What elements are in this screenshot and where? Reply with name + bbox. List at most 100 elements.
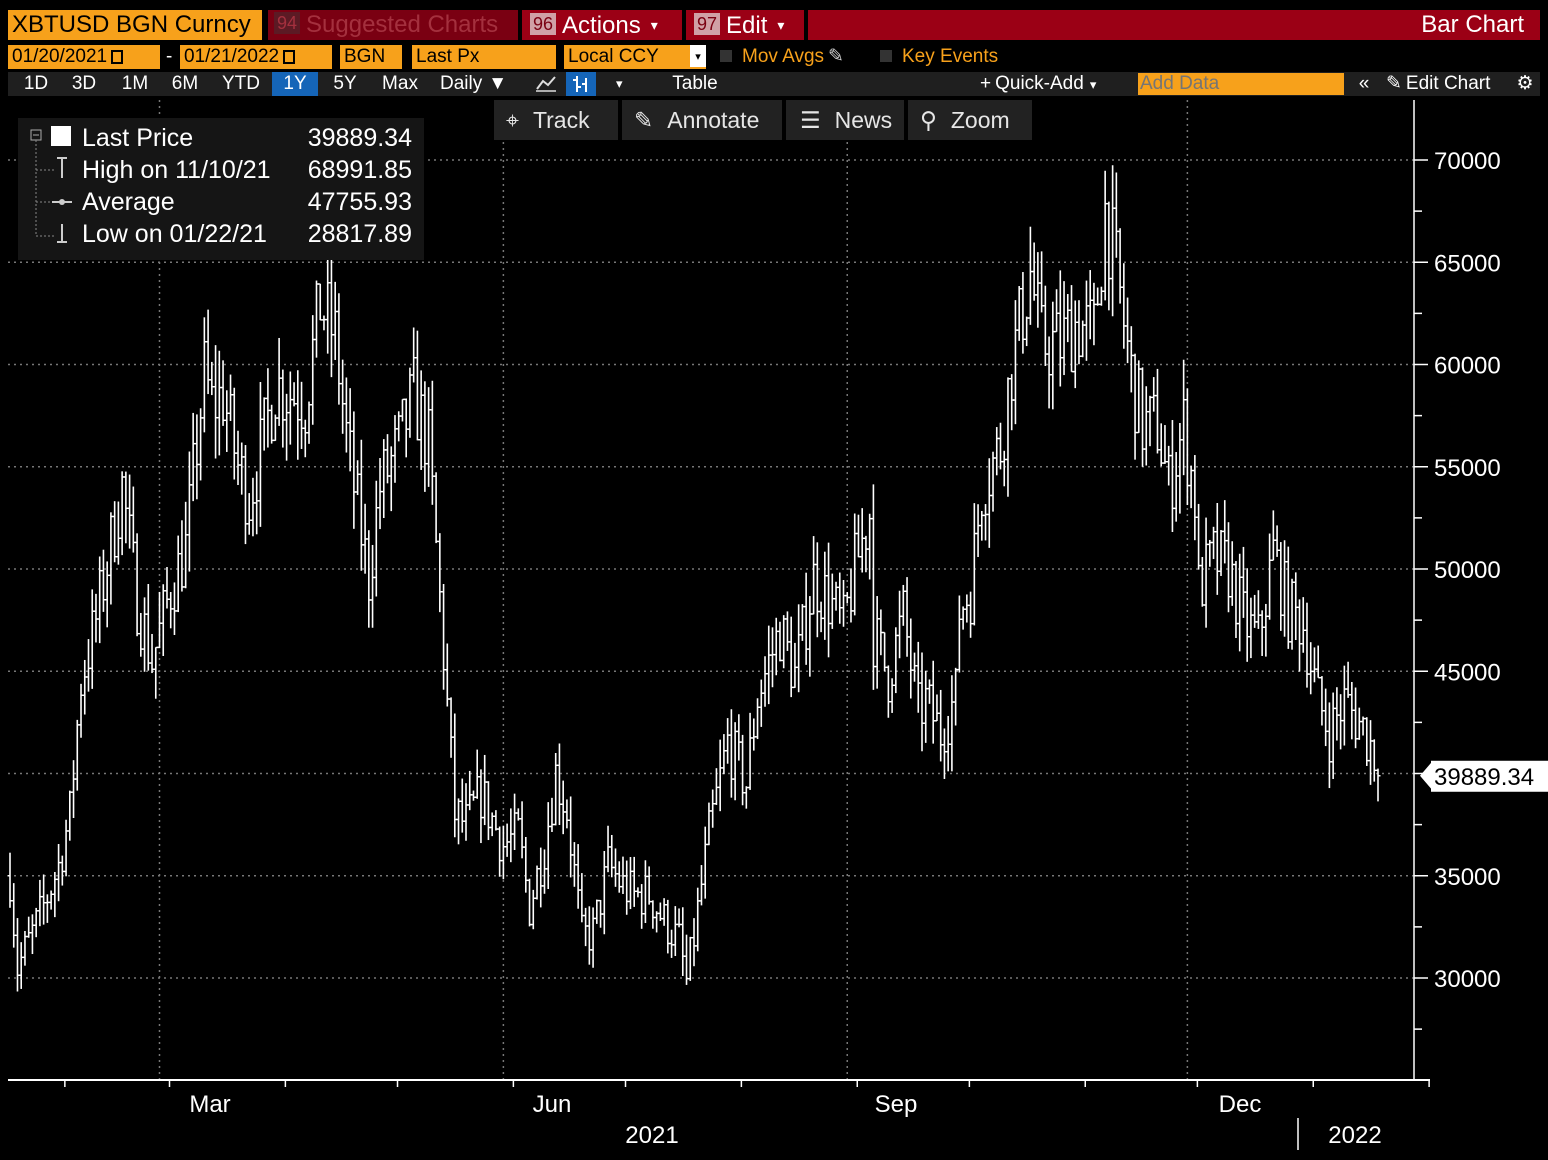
price-bar [953, 667, 959, 726]
period-tab-1y[interactable]: 1Y [272, 72, 318, 96]
zoom-button[interactable]: ⚲ Zoom [908, 100, 1032, 140]
period-tab-1m[interactable]: 1M [121, 73, 149, 94]
price-bar [209, 361, 215, 396]
price-bar [631, 856, 637, 907]
annotate-button[interactable]: ✎ Annotate [622, 100, 782, 140]
track-button[interactable]: ⌖ Track [494, 100, 618, 140]
price-bar [755, 698, 761, 740]
price-bar [1128, 326, 1134, 393]
price-bar [194, 414, 200, 500]
price-bar [908, 618, 914, 699]
price-bar [403, 398, 409, 458]
price-bar [837, 572, 843, 624]
actions-menu[interactable]: 96 Actions ▾ [522, 10, 682, 40]
price-bar [291, 382, 297, 407]
price-bar [1095, 287, 1101, 306]
price-bar [1323, 688, 1329, 747]
period-tab-3d[interactable]: 3D [71, 73, 97, 94]
quick-add-button[interactable]: + Quick-Add ▾ [980, 72, 1116, 96]
table-button[interactable]: Table [672, 73, 718, 94]
legend-average-label: Average [82, 188, 175, 216]
calendar-icon[interactable] [283, 50, 296, 64]
chart-axes: 30000 35000 45000 50000 55000 60000 65000 70000… [8, 100, 1548, 1150]
source-field[interactable]: BGN [340, 45, 402, 69]
period-tab-max[interactable]: Max [382, 73, 418, 94]
price-bar [904, 577, 910, 657]
price-bar [968, 591, 974, 638]
gear-icon[interactable]: ⚙ [1516, 73, 1534, 94]
price-bar [1199, 557, 1205, 607]
price-bar [41, 874, 47, 925]
price-bar [134, 533, 140, 637]
price-bar [1334, 687, 1340, 741]
price-bar [437, 533, 443, 613]
price-bar [1338, 694, 1344, 750]
edit-menu[interactable]: 97 Edit ▾ [686, 10, 804, 40]
price-bar [1173, 452, 1179, 522]
price-bar [721, 734, 727, 775]
price-field-select[interactable]: Last Px [412, 45, 556, 69]
price-bar [1267, 533, 1273, 620]
price-bar [1345, 661, 1351, 698]
end-date-field[interactable]: 01/21/2022 [180, 45, 332, 69]
period-tab-ytd[interactable]: YTD [222, 73, 260, 94]
price-bar [474, 749, 480, 799]
price-bar [250, 477, 256, 537]
checkbox-icon[interactable] [880, 50, 892, 62]
collapse-icon[interactable]: « [1358, 73, 1370, 94]
edit-chart-button[interactable]: ✎ Edit Chart [1386, 72, 1506, 96]
frequency-select[interactable]: Daily ▼ [440, 72, 530, 96]
price-bar [728, 709, 734, 798]
price-bar [317, 283, 323, 321]
price-bar [456, 798, 462, 845]
period-tab-5y[interactable]: 5Y [333, 73, 357, 94]
security-ticker[interactable]: XBTUSD BGN Curncy [8, 10, 262, 40]
price-bar [732, 722, 738, 801]
price-bar [149, 633, 155, 674]
pencil-icon[interactable]: ✎ [828, 46, 844, 67]
price-bar [874, 596, 880, 689]
checkbox-icon[interactable] [720, 50, 732, 62]
chevron-down-icon[interactable]: ▾ [616, 76, 623, 91]
period-tab-1d[interactable]: 1D [23, 73, 49, 94]
chevron-down-icon[interactable]: ▾ [690, 45, 706, 67]
price-bar [295, 370, 301, 460]
price-bar [986, 458, 992, 548]
line-chart-icon[interactable] [534, 72, 562, 96]
price-bar [186, 451, 192, 572]
calendar-icon[interactable] [111, 50, 124, 64]
currency-select[interactable]: Local CCY ▾ [564, 45, 706, 69]
price-bar [1304, 602, 1310, 688]
price-bar [78, 683, 84, 738]
last-price-tag [1431, 760, 1548, 792]
chevron-down-icon: ▾ [777, 17, 785, 33]
price-bar [788, 616, 794, 698]
price-bar [284, 393, 290, 461]
start-date-field[interactable]: 01/20/2021 [8, 45, 160, 69]
price-bar [44, 894, 50, 923]
add-data-input[interactable] [1138, 73, 1344, 95]
price-bar [1009, 374, 1015, 431]
price-bar [512, 793, 518, 850]
period-tab-6m[interactable]: 6M [171, 73, 199, 94]
chart-legend: Last Price 39889.34 High on 11/10/21 689… [18, 118, 424, 260]
price-bar [183, 501, 189, 589]
price-bar [224, 390, 230, 452]
bar-chart-icon[interactable] [566, 72, 596, 96]
suggested-charts-button[interactable]: 94 Suggested Charts [268, 10, 518, 40]
price-bar [321, 315, 327, 331]
mov-avgs-toggle[interactable]: Mov Avgs ✎ [720, 45, 870, 69]
price-bar [684, 934, 690, 985]
price-bar [29, 914, 35, 955]
price-bar [1166, 445, 1172, 486]
news-button[interactable]: ☰ News [786, 100, 904, 140]
key-events-toggle[interactable]: Key Events [880, 45, 1040, 69]
price-bar [1225, 522, 1231, 613]
y-tick-label: 70000 [1434, 148, 1501, 175]
price-bar [1308, 642, 1314, 695]
price-bar [1196, 503, 1202, 570]
price-bar [48, 890, 54, 910]
price-bar [530, 889, 536, 930]
price-bar [1076, 300, 1082, 365]
